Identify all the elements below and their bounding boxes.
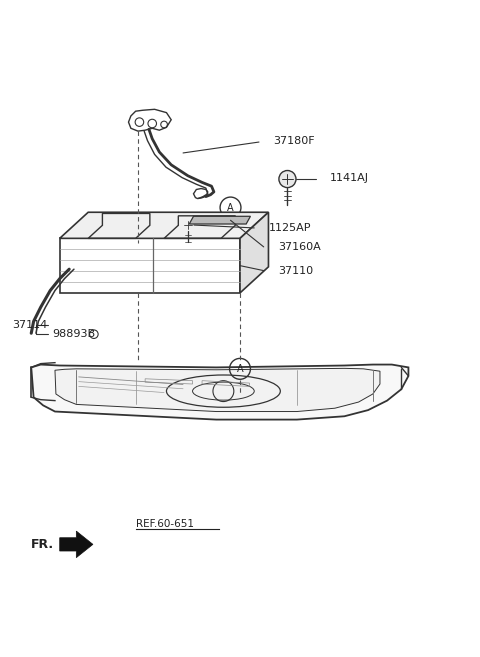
- Text: A: A: [227, 202, 234, 212]
- Text: 37110: 37110: [278, 265, 313, 276]
- Polygon shape: [189, 216, 251, 224]
- Polygon shape: [55, 369, 380, 411]
- Bar: [60, 238, 240, 293]
- Circle shape: [279, 171, 296, 188]
- Text: FR.: FR.: [31, 538, 54, 551]
- Text: A: A: [237, 364, 243, 374]
- Text: 37180F: 37180F: [273, 136, 315, 146]
- Text: 1125AP: 1125AP: [268, 223, 311, 233]
- Polygon shape: [31, 365, 408, 420]
- Text: 37160A: 37160A: [278, 242, 321, 252]
- Polygon shape: [60, 531, 93, 558]
- Text: 1141AJ: 1141AJ: [330, 173, 369, 183]
- Circle shape: [181, 219, 194, 231]
- Polygon shape: [240, 212, 268, 293]
- Text: REF.60-651: REF.60-651: [136, 519, 193, 529]
- Text: 37114: 37114: [12, 320, 48, 330]
- Text: 98893B: 98893B: [53, 329, 96, 339]
- Polygon shape: [60, 212, 268, 238]
